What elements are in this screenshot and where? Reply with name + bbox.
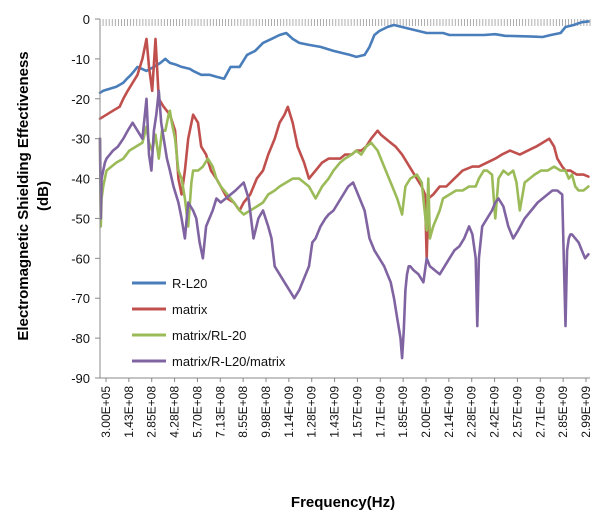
x-tick-label: 2.85E+08: [145, 386, 159, 438]
legend: R-L20 matrix matrix/RL-20 matrix/R-L20/matr…: [132, 276, 286, 369]
y-tick-label: -70: [71, 291, 90, 306]
x-tick-label: 2.57E+09: [510, 386, 524, 438]
y-tick-label: -10: [71, 52, 90, 67]
x-tick-label: 1.28E+09: [305, 386, 319, 438]
legend-label: matrix/RL-20: [172, 328, 246, 343]
legend-label: R-L20: [172, 276, 207, 291]
y-tick-label: -20: [71, 92, 90, 107]
x-tick-label: 3.00E+05: [99, 386, 113, 438]
series-layer: [98, 20, 590, 360]
legend-label: matrix/R-L20/matrix: [172, 354, 286, 369]
x-tick-label: 8.55E+08: [236, 386, 250, 438]
y-tick-label: 0: [83, 12, 90, 27]
x-tick-label: 1.14E+09: [282, 386, 296, 438]
x-tick-label: 2.00E+09: [419, 386, 433, 438]
y-tick-label: -90: [71, 371, 90, 386]
x-tick-label: 7.13E+08: [213, 386, 227, 438]
y-axis-ticks: 0 -10 -20 -30 -40 -50 -60 -70 -80 -90: [71, 12, 100, 386]
x-tick-label: 2.71E+09: [533, 386, 547, 438]
legend-label: matrix: [172, 302, 208, 317]
x-tick-label: 9.98E+08: [259, 386, 273, 438]
x-tick-label: 1.71E+09: [373, 386, 387, 438]
x-axis-minor-ticks: [99, 19, 591, 26]
series-line-3: [98, 109, 590, 240]
x-tick-label: 1.43E+08: [122, 386, 136, 438]
series-line-4: [98, 89, 590, 360]
x-tick-label: 2.28E+09: [465, 386, 479, 438]
x-tick-label: 2.14E+09: [442, 386, 456, 438]
x-tick-label: 2.99E+09: [579, 386, 593, 438]
series-line-1: [98, 20, 590, 95]
y-tick-label: -30: [71, 132, 90, 147]
y-tick-label: -40: [71, 172, 90, 187]
x-tick-label: 5.70E+08: [190, 386, 204, 438]
x-tick-label: 2.85E+09: [556, 386, 570, 438]
y-axis-title-line-2: (dB): [35, 181, 52, 211]
x-tick-label: 4.28E+08: [168, 386, 182, 438]
x-tick-label: 1.85E+09: [396, 386, 410, 438]
x-tick-label: 2.42E+09: [488, 386, 502, 438]
y-tick-label: -50: [71, 211, 90, 226]
x-axis-ticks: 3.00E+05 1.43E+08 2.85E+08 4.28E+08 5.70E+08…: [99, 378, 593, 438]
y-axis-title-line-1: Electromagnetic Shielding Effectiveness: [15, 51, 32, 340]
y-axis-title: Electromagnetic Shielding Effectiveness …: [15, 51, 52, 340]
y-tick-label: -80: [71, 331, 90, 346]
series-line-2: [98, 37, 590, 260]
x-axis-title: Frequency(Hz): [291, 494, 395, 511]
y-tick-label: -60: [71, 251, 90, 266]
x-tick-label: 1.43E+09: [328, 386, 342, 438]
x-tick-label: 1.57E+09: [350, 386, 364, 438]
